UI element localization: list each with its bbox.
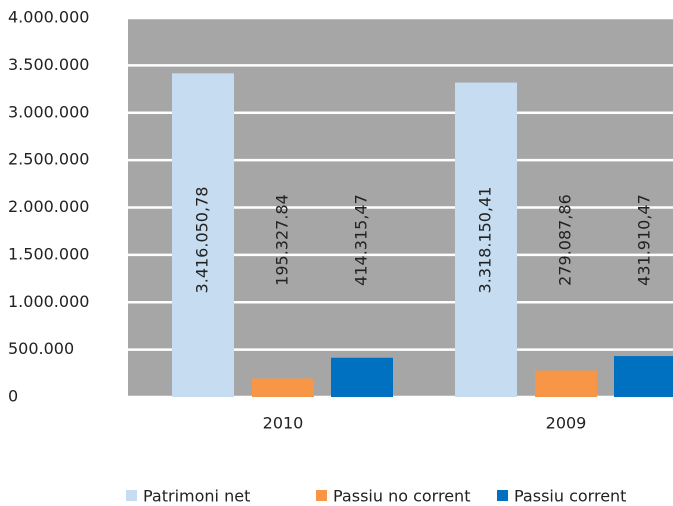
data-label: 3.318.150,41 (476, 187, 495, 294)
bar (455, 82, 517, 397)
y-tick-label: 500.000 (8, 339, 74, 358)
bar (614, 356, 673, 397)
y-tick-label: 3.500.000 (8, 55, 89, 74)
data-label: 195.327.84 (273, 194, 292, 286)
legend-swatch (316, 490, 327, 501)
data-label: 414.315,47 (352, 194, 371, 286)
x-tick-label: 2009 (546, 414, 587, 433)
bar (331, 357, 393, 397)
bar (535, 370, 597, 397)
y-tick-label: 1.000.000 (8, 292, 89, 311)
y-tick-label: 2.500.000 (8, 150, 89, 169)
data-label: 431.910,47 (635, 194, 654, 286)
legend-label: Passiu corrent (514, 487, 626, 506)
legend-swatch (126, 490, 137, 501)
data-label: 3.416.050,78 (193, 187, 212, 294)
legend-label: Patrimoni net (143, 487, 250, 506)
y-tick-label: 0 (8, 387, 18, 406)
legend-swatch (497, 490, 508, 501)
y-tick-label: 1.500.000 (8, 244, 89, 263)
y-tick-label: 3.000.000 (8, 102, 89, 121)
data-label: 279.087,86 (556, 194, 575, 286)
y-tick-label: 4.000.000 (8, 8, 89, 27)
y-tick-label: 2.000.000 (8, 197, 89, 216)
legend-label: Passiu no corrent (333, 487, 470, 506)
bar (252, 378, 314, 397)
bar (172, 73, 234, 397)
x-tick-label: 2010 (263, 414, 304, 433)
